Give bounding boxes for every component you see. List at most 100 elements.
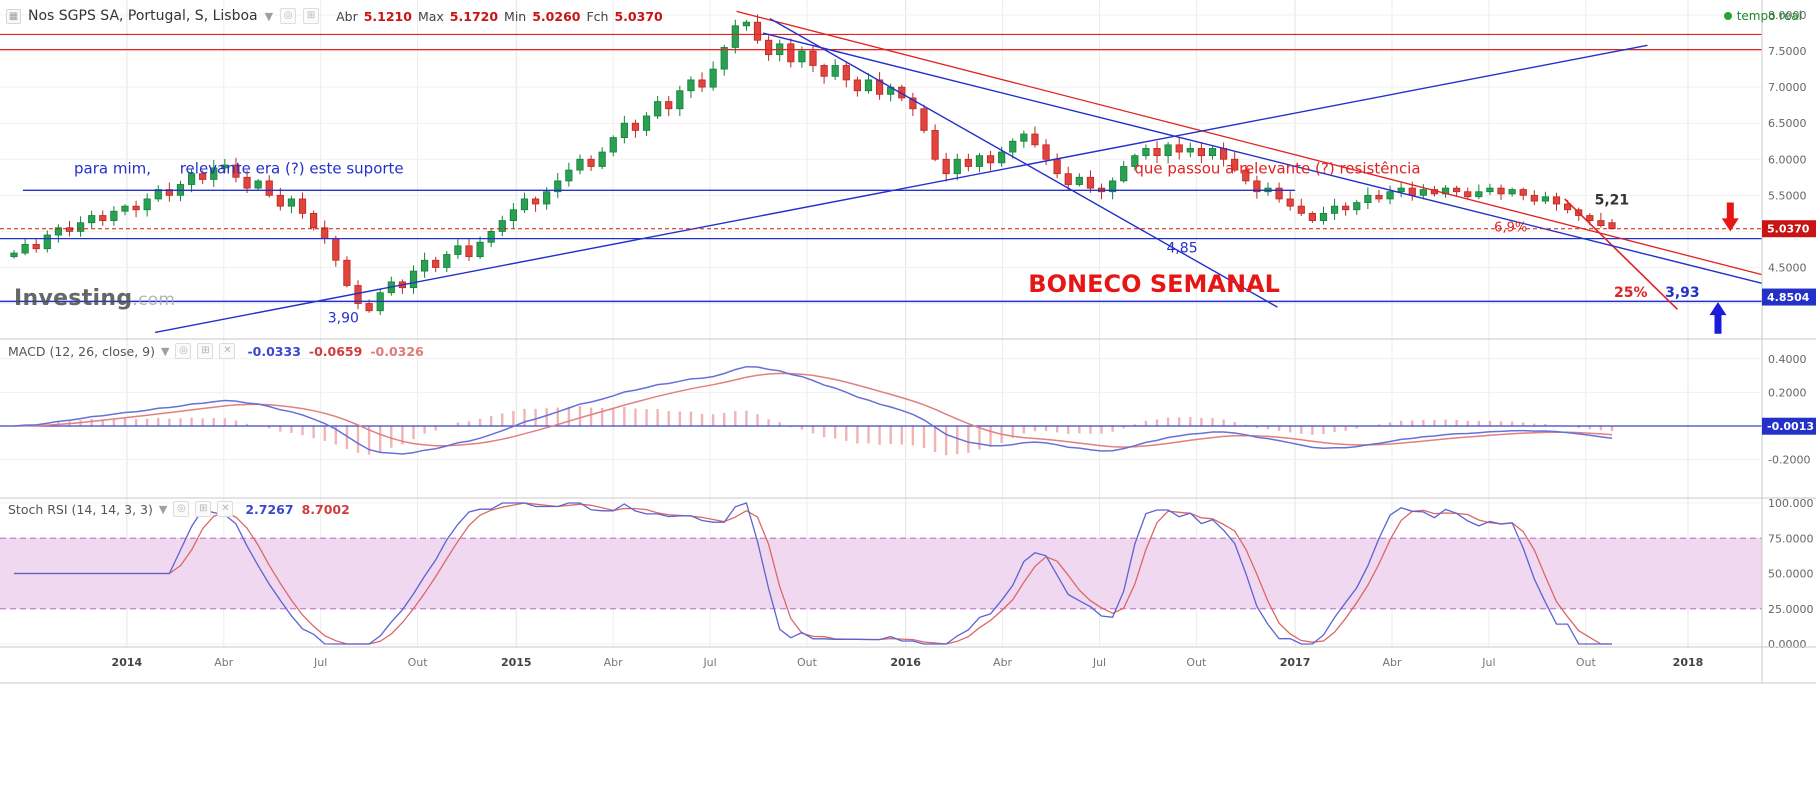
candle-body [565,169,573,182]
red-projection-line[interactable] [1564,198,1678,310]
candle-body [254,180,262,189]
candle-body [409,270,418,289]
time-tick-label: Jul [702,656,716,669]
candle-body [498,220,506,232]
time-tick-label: Jul [313,656,327,669]
candle-body [1608,222,1616,230]
panel-settings-icon[interactable]: ◎ [280,8,297,24]
blue-uptrend-line[interactable] [154,44,1648,334]
price-tick-label: 7.5000 [1768,45,1807,58]
alert-line-tag [1762,288,1816,306]
stoch-tick-label: 75.0000 [1768,532,1814,545]
indicator-close-icon[interactable]: ✕ [217,501,234,517]
candle-body [609,137,617,153]
realtime-dot-icon [1723,12,1732,20]
candle-body [742,21,751,27]
candle-body [1120,166,1128,182]
down-arrow [1721,202,1739,232]
candle-body [210,167,218,180]
candle-body [931,130,939,160]
price-tick-label: 6.0000 [1768,153,1807,166]
price-tick-label: 6.5000 [1768,117,1807,130]
macd-tick-label: 0.2000 [1768,386,1807,399]
candle-body [1075,176,1083,185]
candle-body [964,158,972,167]
high-label: Max [417,8,444,24]
chevron-down-icon[interactable]: ▼ [161,344,170,358]
candle-body [554,180,562,193]
stoch-overbought-band [0,538,1762,609]
stoch-rsi-header: Stoch RSI (14, 14, 3, 3) ▼ ◎ ⊞ ✕ 2.7267 … [8,501,350,517]
candle-body [654,101,662,117]
candle-body [454,245,462,255]
candle-body [10,252,18,258]
note-resistencia: que passou a relevante (?) resistência [1134,160,1420,178]
time-tick-label: Out [408,656,429,669]
candle-body [986,155,995,164]
ohlc-readout: Abr 5.1210 Max 5.1720 Min 5.0260 Fch 5.0… [336,9,663,24]
panel-maximize-icon[interactable]: ⊞ [303,8,320,24]
candle-body [975,155,984,167]
candle-body [953,158,961,175]
candle-body [199,173,207,180]
red-downtrend-line[interactable] [736,10,1763,276]
candle-body [809,50,817,66]
candle-body [520,198,529,211]
chevron-down-icon[interactable]: ▼ [264,9,274,23]
candle-body [99,215,107,221]
blue-downtrend-long[interactable] [762,32,1763,285]
price-scale[interactable] [1762,0,1816,784]
macd-value-tag [1762,417,1816,435]
stoch-tick-label: 25.0000 [1768,603,1814,616]
candle-body [920,108,928,131]
candle-body [1242,169,1250,182]
time-tick-label: 2014 [112,656,143,669]
time-scale[interactable] [0,647,1762,683]
candle-body [1564,203,1572,211]
candle-body [598,151,606,167]
candle-body [1408,187,1416,196]
blue-downtrend-steep[interactable] [769,17,1278,308]
candle-body [509,209,517,221]
close-label: Fch [586,8,609,24]
candle-body [1464,191,1472,198]
candle-body [698,79,706,88]
chevron-down-icon[interactable]: ▼ [158,502,168,516]
candle-body [1508,189,1516,195]
macd-line [13,365,1613,455]
candle-body [1375,194,1383,200]
candle-body [587,158,595,167]
time-tick-label: 2015 [501,656,532,669]
symbol-header: ▦ Nos SGPS SA, Portugal, S, Lisboa ▼ ◎ ⊞… [6,8,663,24]
indicator-maximize-icon[interactable]: ⊞ [195,501,212,517]
indicator-close-icon[interactable]: ✕ [219,343,236,359]
stoch-rsi-title: Stoch RSI (14, 14, 3, 3) [8,501,153,517]
indicator-settings-icon[interactable]: ◎ [175,343,192,359]
chart-type-icon[interactable]: ▦ [6,8,21,24]
candle-body [842,65,850,81]
candle-body [620,122,628,139]
note-485: 4,85 [1166,240,1197,256]
watermark-suffix: .com [132,290,176,310]
indicator-settings-icon[interactable]: ◎ [173,501,190,517]
candle-body [365,303,373,312]
time-tick-label: Jul [1092,656,1106,669]
candle-body [1275,187,1283,200]
candle-body [731,25,739,48]
investing-watermark: Investing.com [14,286,175,311]
candle-body [753,21,762,41]
candle-body [465,245,473,258]
candle-body [531,198,540,205]
candle-body [1486,187,1494,193]
candle-body [765,39,773,56]
candle-body [143,198,151,211]
candle-body [1330,205,1339,214]
candle-body [820,65,828,77]
candle-body [1497,187,1505,195]
candle-body [420,259,429,272]
watermark-main: Investing [14,286,133,311]
indicator-maximize-icon[interactable]: ⊞ [197,343,214,359]
candle-body [1175,144,1183,153]
